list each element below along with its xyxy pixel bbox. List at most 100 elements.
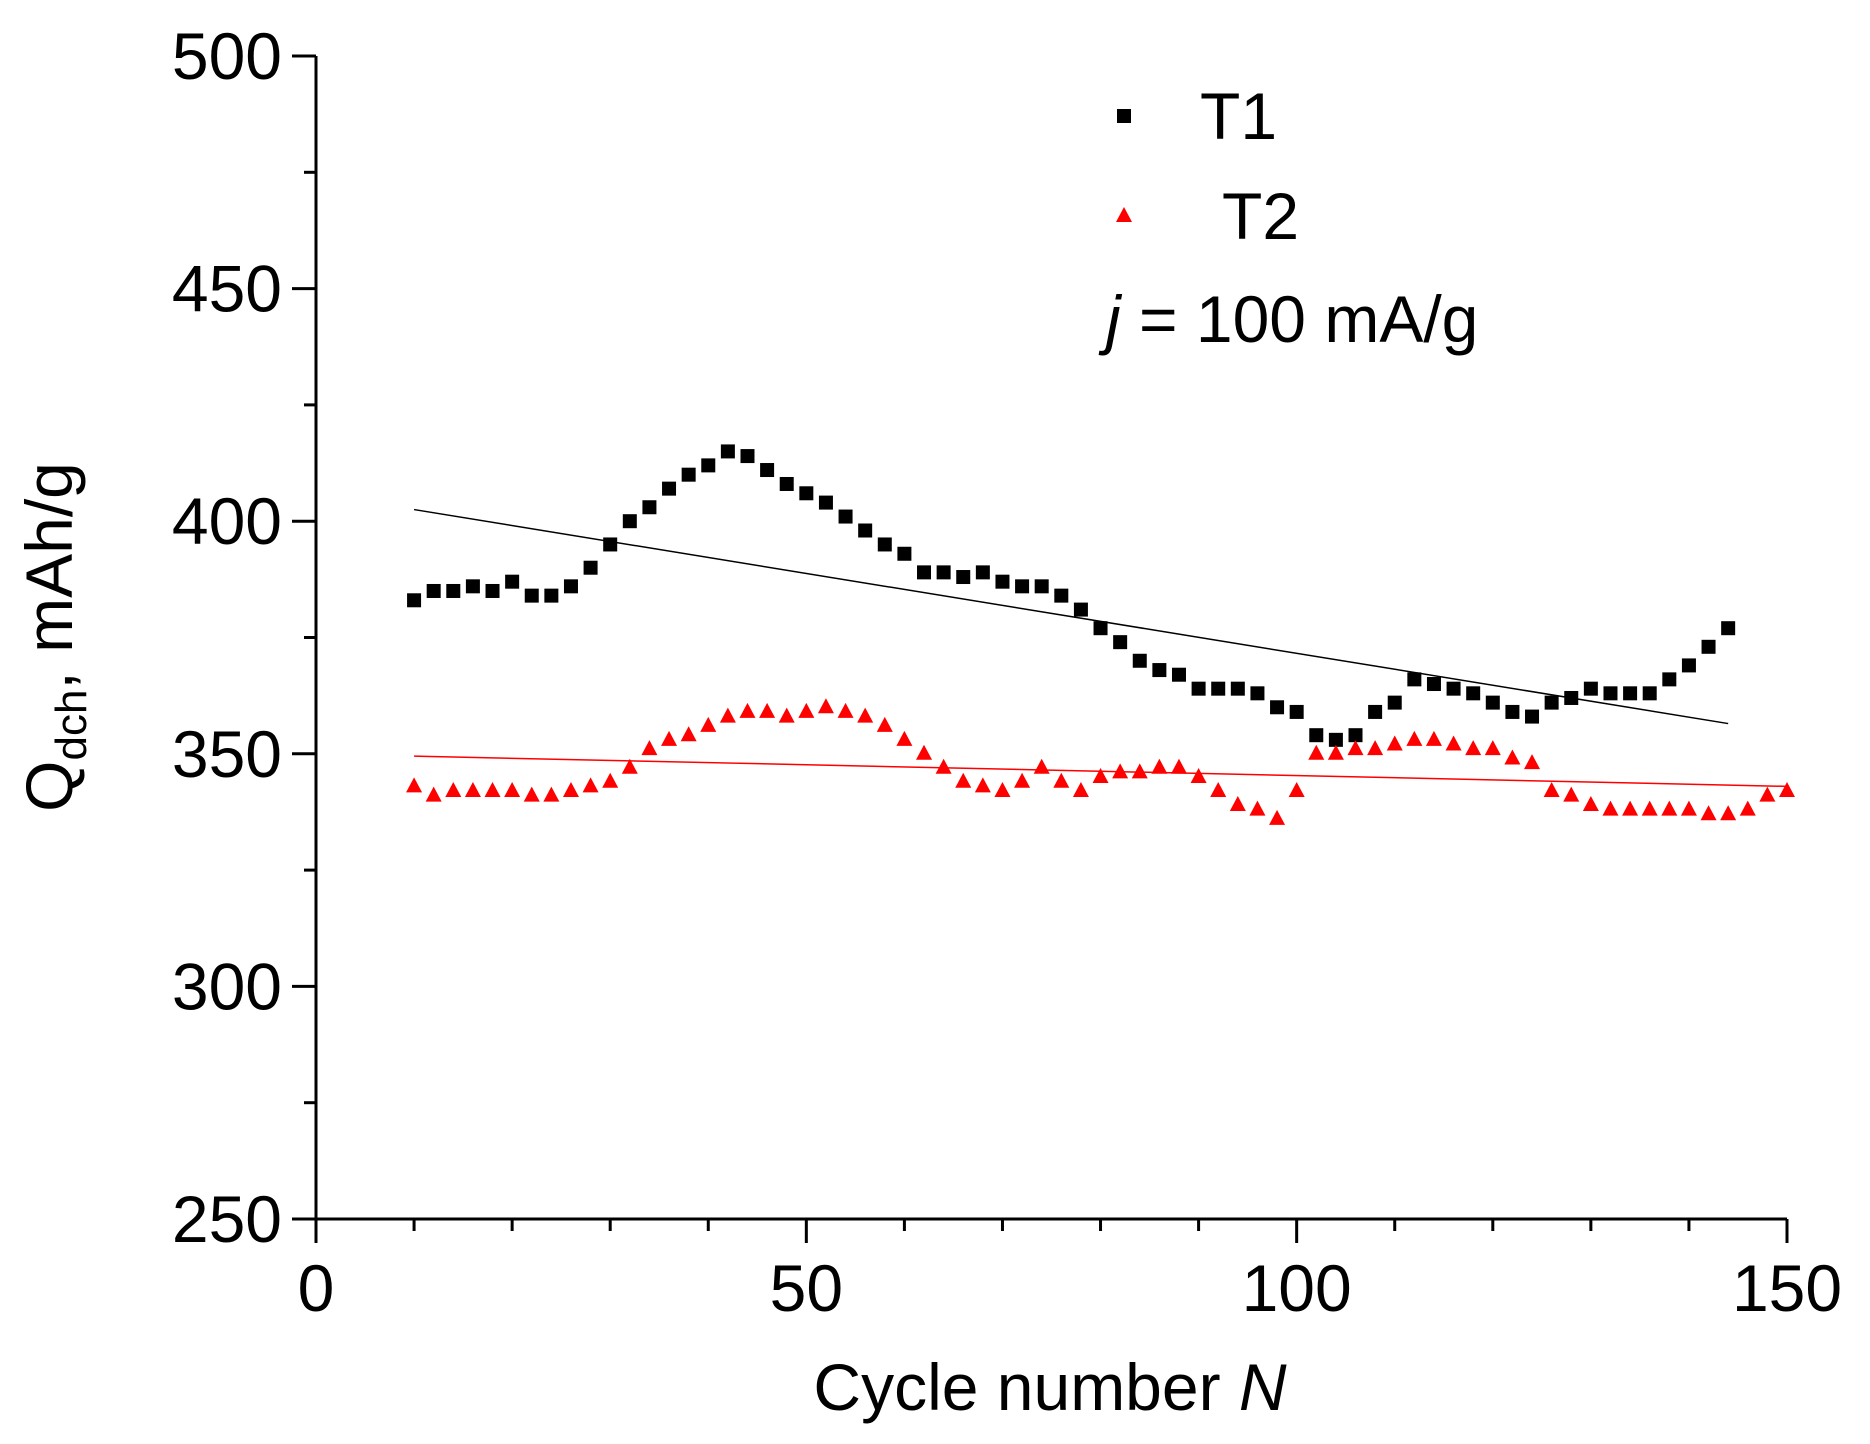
data-point bbox=[916, 744, 933, 760]
data-point bbox=[406, 777, 423, 793]
data-point bbox=[1230, 681, 1245, 696]
data-point bbox=[739, 702, 756, 718]
data-point bbox=[1485, 695, 1500, 710]
fit-line bbox=[413, 508, 1729, 725]
data-point bbox=[1739, 800, 1756, 816]
x-tick-label: 150 bbox=[1732, 1251, 1842, 1325]
data-point bbox=[1113, 635, 1128, 650]
data-point bbox=[817, 698, 834, 714]
data-point bbox=[680, 726, 697, 742]
annotation-text: = 100 mA/g bbox=[1121, 282, 1479, 356]
data-point bbox=[936, 565, 951, 580]
legend-label: T2 bbox=[1222, 179, 1299, 253]
y-tick-label: 300 bbox=[172, 949, 282, 1023]
data-point bbox=[1484, 740, 1501, 756]
data-point bbox=[1603, 686, 1618, 701]
data-point bbox=[701, 458, 716, 473]
data-point bbox=[1387, 695, 1402, 710]
y-label-subscript: dch bbox=[47, 690, 96, 761]
data-point bbox=[505, 574, 520, 589]
data-point bbox=[1328, 732, 1343, 747]
data-point bbox=[1289, 704, 1304, 719]
data-point bbox=[1327, 744, 1344, 760]
data-point bbox=[1092, 768, 1109, 784]
data-point bbox=[426, 583, 441, 598]
data-point bbox=[818, 495, 833, 510]
data-point bbox=[838, 509, 853, 524]
data-point bbox=[719, 707, 736, 723]
data-point bbox=[446, 583, 461, 598]
data-point bbox=[799, 486, 814, 501]
data-point bbox=[1347, 740, 1364, 756]
data-point bbox=[1504, 749, 1521, 765]
data-point bbox=[1250, 686, 1265, 701]
data-point bbox=[1348, 728, 1363, 743]
data-point bbox=[1190, 768, 1207, 784]
data-point bbox=[1426, 677, 1441, 692]
data-point bbox=[445, 782, 462, 798]
data-point bbox=[1112, 763, 1129, 779]
data-point bbox=[642, 500, 657, 515]
data-point bbox=[562, 782, 579, 798]
data-point bbox=[1582, 795, 1599, 811]
data-point bbox=[1151, 758, 1168, 774]
data-point bbox=[603, 537, 618, 552]
y-tick-label: 250 bbox=[172, 1182, 282, 1256]
y-label-unit: , mAh/g bbox=[12, 462, 86, 689]
data-point bbox=[1073, 602, 1088, 617]
data-point bbox=[975, 565, 990, 580]
data-point bbox=[1465, 740, 1482, 756]
data-point bbox=[917, 565, 932, 580]
data-point bbox=[1623, 686, 1638, 701]
data-point bbox=[1072, 782, 1089, 798]
data-point bbox=[504, 782, 521, 798]
data-point bbox=[1583, 681, 1598, 696]
data-point bbox=[1191, 681, 1206, 696]
x-label-italic: N bbox=[1239, 1350, 1287, 1424]
y-axis-label: Qdch, mAh/g bbox=[12, 462, 96, 812]
y-tick-label: 350 bbox=[172, 717, 282, 791]
data-point bbox=[1053, 772, 1070, 788]
data-point bbox=[1170, 758, 1187, 774]
y-tick-label: 400 bbox=[172, 484, 282, 558]
data-point bbox=[485, 583, 500, 598]
data-point bbox=[1406, 730, 1423, 746]
data-point bbox=[876, 716, 893, 732]
data-point bbox=[1445, 735, 1462, 751]
data-point bbox=[1544, 695, 1559, 710]
data-point bbox=[1054, 588, 1069, 603]
data-point bbox=[955, 772, 972, 788]
data-point bbox=[1700, 805, 1717, 821]
data-point bbox=[994, 782, 1011, 798]
data-point bbox=[1720, 805, 1737, 821]
data-point bbox=[1641, 800, 1658, 816]
data-point bbox=[523, 786, 540, 802]
data-point bbox=[1034, 579, 1049, 594]
data-point bbox=[465, 579, 480, 594]
data-point bbox=[563, 579, 578, 594]
data-point bbox=[779, 476, 794, 491]
data-point bbox=[1779, 782, 1795, 798]
data-point bbox=[1525, 709, 1540, 724]
y-tick-label: 500 bbox=[172, 19, 282, 93]
data-point bbox=[641, 740, 658, 756]
data-point bbox=[837, 702, 854, 718]
data-point bbox=[1229, 795, 1246, 811]
data-point bbox=[583, 560, 598, 575]
data-point bbox=[1014, 772, 1031, 788]
data-point bbox=[1367, 740, 1384, 756]
data-point bbox=[1132, 653, 1147, 668]
data-point bbox=[1093, 621, 1108, 636]
data-point bbox=[759, 702, 776, 718]
data-point bbox=[897, 546, 912, 561]
data-point bbox=[1269, 809, 1286, 825]
data-point bbox=[1308, 744, 1325, 760]
data-point bbox=[1564, 690, 1579, 705]
data-point bbox=[1505, 704, 1520, 719]
x-axis-label: Cycle number N bbox=[813, 1350, 1287, 1424]
data-point bbox=[995, 574, 1010, 589]
y-tick-label: 450 bbox=[172, 252, 282, 326]
data-point bbox=[1721, 621, 1736, 636]
data-point bbox=[877, 537, 892, 552]
data-point bbox=[778, 707, 795, 723]
